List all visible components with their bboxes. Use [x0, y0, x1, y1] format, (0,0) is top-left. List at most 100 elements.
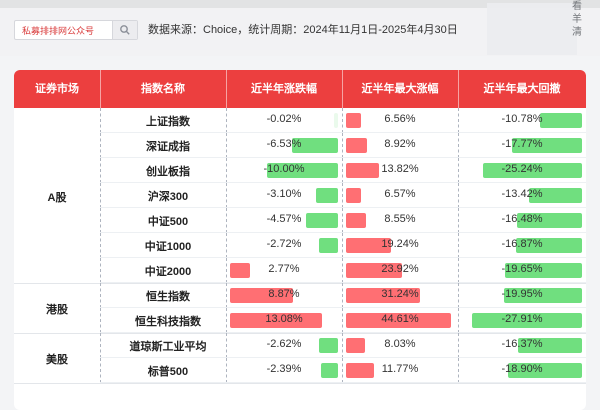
row-separator — [100, 257, 586, 258]
header-3: 近半年涨跌幅 — [251, 83, 317, 95]
column-separator — [226, 233, 228, 258]
column-separator — [458, 308, 460, 333]
drawdown-bar — [540, 113, 582, 128]
column-separator — [458, 333, 460, 358]
row-separator — [100, 382, 586, 383]
change-cell: -2.39% — [226, 358, 342, 383]
value-text: 19.24% — [381, 238, 419, 250]
max-up-cell: 44.61% — [342, 308, 458, 333]
value-text: 8.03% — [384, 338, 416, 350]
value-text: -6.53% — [266, 138, 302, 150]
table-row: 中证500 -4.57% 8.55% -16.48% — [14, 208, 586, 233]
index-name: 上证指数 — [146, 116, 190, 128]
drawdown-cell: -16.37% — [458, 333, 586, 358]
index-name: 中证2000 — [144, 266, 192, 278]
column-separator — [226, 308, 228, 333]
value-text: 8.87% — [268, 288, 300, 300]
index-name: 标普500 — [147, 366, 189, 378]
top-strip — [0, 0, 600, 8]
value-text: 11.77% — [381, 363, 419, 375]
header-separator — [458, 70, 459, 108]
index-name: 沪深300 — [147, 191, 189, 203]
value-text: -13.42% — [501, 188, 543, 200]
change-bar — [230, 288, 293, 303]
max-up-cell: 11.77% — [342, 358, 458, 383]
max-up-cell: 6.57% — [342, 183, 458, 208]
drawdown-bar — [505, 263, 582, 278]
column-separator — [342, 233, 344, 258]
drawdown-bar — [483, 163, 582, 178]
table-row: 创业板指 -10.00% 13.82% -25.24% — [14, 158, 586, 183]
max-up-bar — [346, 263, 402, 278]
drawdown-cell: -10.78% — [458, 108, 586, 133]
value-text: 13.08% — [265, 313, 303, 325]
market-label: A股 — [47, 191, 67, 204]
change-bar — [306, 213, 338, 228]
value-text: -2.39% — [266, 363, 302, 375]
column-separator — [342, 108, 344, 133]
column-separator — [226, 258, 228, 283]
change-bar — [321, 363, 338, 378]
index-name: 中证500 — [147, 216, 189, 228]
change-bar — [230, 263, 250, 278]
header-4: 近半年最大涨幅 — [361, 83, 439, 95]
drawdown-cell: -16.48% — [458, 208, 586, 233]
column-separator — [458, 258, 460, 283]
value-text: -4.57% — [266, 213, 302, 225]
header-separator — [342, 70, 343, 108]
value-text: -10.00% — [263, 163, 305, 175]
value-text: -16.87% — [501, 238, 543, 250]
max-up-cell: 8.03% — [342, 333, 458, 358]
drawdown-cell: -17.77% — [458, 133, 586, 158]
value-text: 8.92% — [384, 138, 416, 150]
max-up-cell: 23.92% — [342, 258, 458, 283]
value-text: 2.77% — [268, 263, 300, 275]
max-up-bar — [346, 163, 379, 178]
drawdown-cell: -25.24% — [458, 158, 586, 183]
search-box[interactable]: 私募排排网公众号 — [14, 20, 138, 40]
drawdown-cell: -16.87% — [458, 233, 586, 258]
group-separator — [14, 383, 586, 384]
column-separator — [100, 308, 102, 333]
column-separator — [458, 133, 460, 158]
value-text: -2.62% — [266, 338, 302, 350]
column-separator — [226, 108, 228, 133]
value-text: -2.72% — [266, 238, 302, 250]
column-separator — [342, 358, 344, 383]
search-label: 私募排排网公众号 — [22, 25, 95, 36]
table-header: 证券市场 指数名称 近半年涨跌幅 近半年最大涨幅 近半年最大回撤 — [14, 70, 586, 108]
search-icon[interactable] — [112, 21, 137, 39]
value-text: -0.02% — [266, 113, 302, 125]
column-separator — [100, 233, 102, 258]
change-cell: 2.77% — [226, 258, 342, 283]
row-separator — [100, 182, 586, 183]
drawdown-bar — [504, 288, 582, 303]
column-separator — [100, 158, 102, 183]
value-text: -3.10% — [266, 188, 302, 200]
value-text: 31.24% — [381, 288, 419, 300]
change-cell: 13.08% — [226, 308, 342, 333]
row-separator — [100, 157, 586, 158]
change-bar — [334, 113, 338, 128]
max-up-bar — [346, 288, 420, 303]
max-up-bar — [346, 113, 361, 128]
max-up-bar — [346, 313, 451, 328]
max-up-cell: 8.55% — [342, 208, 458, 233]
drawdown-bar — [512, 138, 582, 153]
index-name: 恒生指数 — [146, 291, 190, 303]
column-separator — [100, 333, 102, 358]
row-separator — [100, 282, 586, 283]
max-up-bar — [346, 338, 365, 353]
index-name: 深证成指 — [146, 141, 190, 153]
change-bar — [316, 188, 338, 203]
max-up-cell: 8.92% — [342, 133, 458, 158]
column-separator — [458, 208, 460, 233]
market-label: 美股 — [46, 354, 68, 366]
column-separator — [100, 358, 102, 383]
max-up-bar — [346, 213, 366, 228]
value-text: 6.56% — [384, 113, 416, 125]
drawdown-cell: -19.65% — [458, 258, 586, 283]
index-name: 创业板指 — [146, 166, 190, 178]
change-bar — [267, 163, 338, 178]
market-label: 港股 — [46, 304, 68, 316]
